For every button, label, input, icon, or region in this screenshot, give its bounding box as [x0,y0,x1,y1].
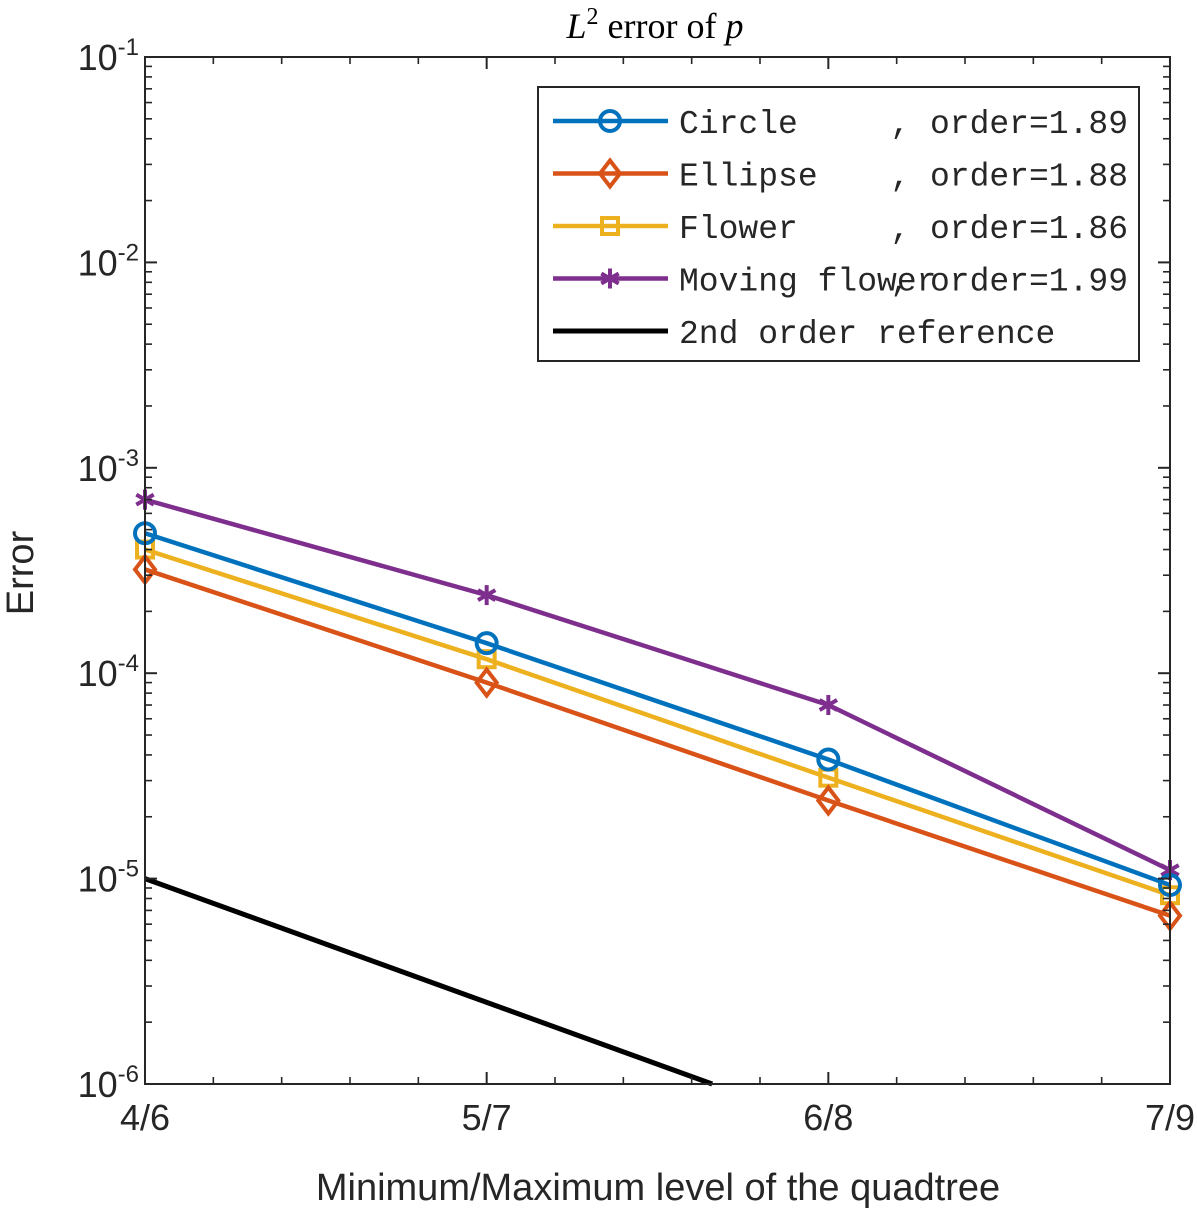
marker-asterisk-stroke [818,698,839,712]
marker-diamond [474,666,500,699]
chart-title: L2 error of p [566,4,744,46]
marker-diamond [597,157,623,190]
plot-frame [144,56,1171,1085]
legend-label: Flower [679,211,798,248]
legend-label: 2nd order reference [679,316,1055,353]
marker-circle [474,631,499,656]
legend-order: , order=1.89 [890,106,1128,143]
marker-diamond [815,784,841,817]
legend-order: , order=1.99 [890,264,1128,301]
y-axis-label: Error [0,530,42,615]
x-tick-label: 4/6 [120,1097,170,1138]
legend: Circle , order=1.89 Ellipse , order=1.88 Flo… [537,86,1140,362]
legend-label: Circle [679,106,798,143]
y-tick-label: 10-6 [78,1061,139,1105]
y-tick-label: 10-1 [78,34,139,78]
marker-circle [816,747,841,772]
series-line [144,876,714,1087]
x-axis-label: Minimum/Maximum level of the quadtree [316,1167,1000,1209]
x-tick-label: 7/9 [1145,1097,1195,1138]
legend-order: , order=1.88 [890,159,1128,196]
series-line [144,567,1171,918]
series-ellipse [132,553,1183,932]
legend-label: Moving flower [679,264,936,301]
marker-asterisk-stroke [600,271,620,286]
x-tick-label: 6/8 [803,1097,853,1138]
marker-asterisk [600,268,620,289]
y-tick-label: 10-5 [78,856,139,900]
x-tick-label: 5/7 [462,1097,512,1138]
legend-entry: Circle , order=1.89 [553,106,1128,143]
y-tick-label: 10-4 [78,650,139,694]
marker-asterisk [818,695,839,716]
series-line [144,497,1171,873]
series-flower [135,539,1180,906]
legend-entry: Flower , order=1.86 [553,211,1128,248]
legend-order: , order=1.86 [890,211,1128,248]
y-tick-label: 10-3 [78,445,139,489]
marker-square [600,216,620,236]
legend-label: Ellipse [679,159,818,196]
marker-asterisk [476,585,497,606]
marker-circle [598,109,622,133]
legend-entry: Ellipse , order=1.88 [553,157,1128,196]
series-line [144,531,1171,888]
series-circle [133,521,1182,898]
marker-asterisk-stroke [476,588,497,602]
legend-entry: 2nd order reference [553,316,1055,353]
series-line [144,547,1171,898]
series-moving-flower [135,489,1180,881]
legend-entry: Moving flower, order=1.99 [553,264,1128,301]
y-tick-label: 10-2 [78,239,139,283]
series-2nd-order-reference [144,876,714,1087]
